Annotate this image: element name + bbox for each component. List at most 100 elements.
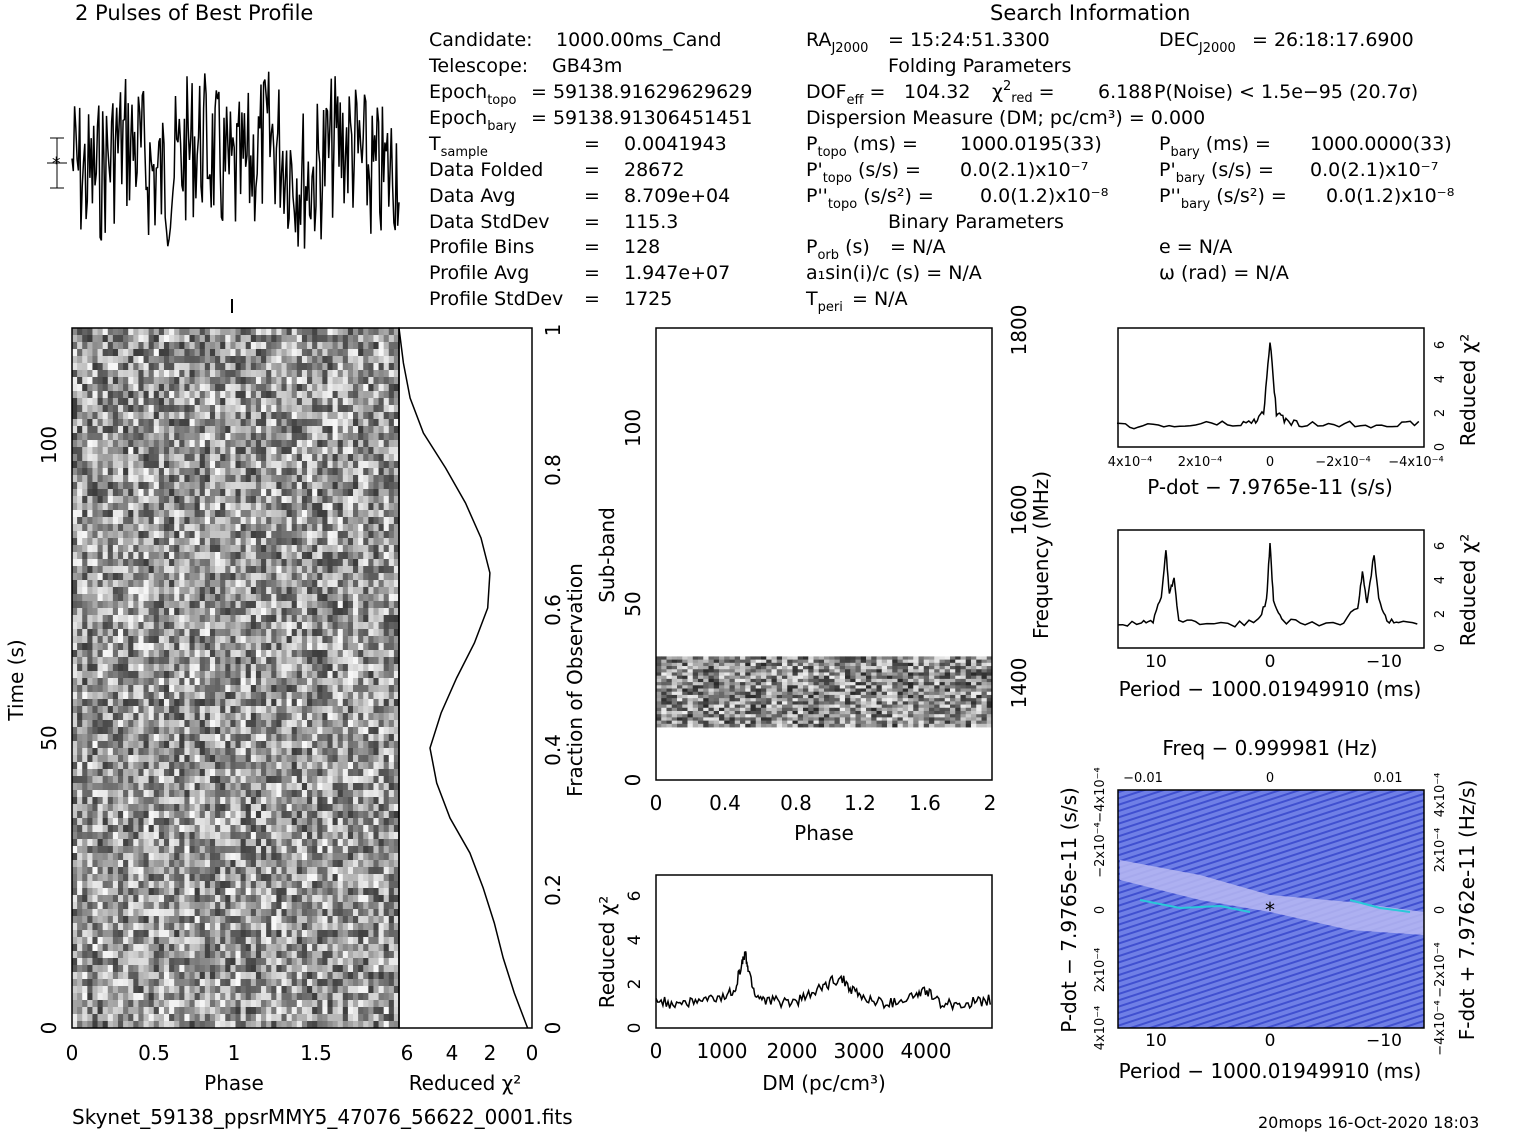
time-phase-cell xyxy=(179,671,185,679)
time-phase-cell xyxy=(250,405,257,413)
time-phase-cell xyxy=(358,846,364,854)
time-phase-cell xyxy=(327,650,333,658)
time-phase-cell xyxy=(327,685,333,693)
time-phase-cell xyxy=(102,615,109,623)
time-phase-cell xyxy=(347,629,354,637)
time-phase-cell xyxy=(87,685,93,693)
time-phase-cell xyxy=(215,636,221,644)
time-phase-cell xyxy=(332,566,339,574)
time-phase-cell xyxy=(82,433,88,441)
time-phase-cell xyxy=(235,664,242,672)
time-phase-cell xyxy=(368,405,374,413)
time-phase-cell xyxy=(301,454,308,462)
time-phase-cell xyxy=(169,685,175,693)
time-phase-cell xyxy=(332,517,339,525)
time-phase-cell xyxy=(72,650,78,658)
time-phase-cell xyxy=(245,384,252,392)
time-phase-cell xyxy=(117,370,124,378)
time-phase-cell xyxy=(378,853,385,861)
time-phase-cell xyxy=(317,531,323,539)
time-phase-cell xyxy=(77,356,83,364)
time-phase-cell xyxy=(245,433,252,441)
time-phase-cell xyxy=(230,734,236,742)
time-phase-cell xyxy=(383,608,390,616)
time-phase-cell xyxy=(169,804,175,812)
time-phase-cell xyxy=(189,559,196,567)
time-phase-cell xyxy=(174,461,180,469)
time-phase-cell xyxy=(250,622,257,630)
time-phase-cell xyxy=(312,475,318,483)
time-phase-cell xyxy=(322,769,328,777)
time-phase-cell xyxy=(353,475,359,483)
time-phase-cell xyxy=(255,657,262,665)
time-phase-cell xyxy=(209,524,216,532)
time-phase-cell xyxy=(82,545,88,553)
time-phase-cell xyxy=(245,804,252,812)
time-phase-cell xyxy=(72,370,78,378)
time-phase-cell xyxy=(393,412,400,420)
time-phase-cell xyxy=(102,461,109,469)
time-phase-cell xyxy=(169,608,175,616)
time-phase-cell xyxy=(204,384,211,392)
time-phase-cell xyxy=(153,524,160,532)
time-phase-cell xyxy=(123,398,129,406)
time-phase-cell xyxy=(133,349,139,357)
time-phase-cell xyxy=(189,580,196,588)
time-phase-cell xyxy=(296,839,303,847)
time-phase-cell xyxy=(342,825,349,833)
time-phase-cell xyxy=(97,636,104,644)
time-phase-cell xyxy=(204,363,211,371)
time-phase-cell xyxy=(393,482,400,490)
time-phase-cell xyxy=(199,650,206,658)
time-phase-cell xyxy=(77,867,83,875)
time-phase-cell xyxy=(291,454,298,462)
time-phase-cell xyxy=(353,587,359,595)
time-phase-cell xyxy=(163,356,170,364)
time-phase-cell xyxy=(174,496,180,504)
time-phase-cell xyxy=(388,496,395,504)
time-phase-cell xyxy=(266,475,272,483)
time-phase-cell xyxy=(368,468,374,476)
time-phase-cell xyxy=(368,349,374,357)
time-phase-cell xyxy=(189,594,196,602)
time-phase-cell xyxy=(107,531,114,539)
time-phase-cell xyxy=(163,832,170,840)
time-phase-cell xyxy=(307,552,313,560)
time-phase-cell xyxy=(143,734,150,742)
time-phase-cell xyxy=(72,867,78,875)
time-phase-cell xyxy=(179,412,185,420)
time-phase-cell xyxy=(271,377,277,385)
time-phase-cell xyxy=(393,692,400,700)
time-phase-cell xyxy=(393,510,400,518)
time-phase-cell xyxy=(347,454,354,462)
time-phase-cell xyxy=(368,615,374,623)
time-phase-cell xyxy=(225,636,231,644)
time-phase-cell xyxy=(307,706,313,714)
time-phase-cell xyxy=(235,748,242,756)
time-phase-cell xyxy=(82,524,88,532)
telescope-value: GB43m xyxy=(552,55,622,77)
time-phase-cell xyxy=(87,762,93,770)
time-phase-cell xyxy=(209,853,216,861)
time-phase-cell xyxy=(225,650,231,658)
time-phase-cell xyxy=(240,608,247,616)
time-phase-cell xyxy=(332,454,339,462)
time-phase-cell xyxy=(291,468,298,476)
time-phase-cell xyxy=(245,657,252,665)
time-phase-cell xyxy=(291,594,298,602)
time-phase-cell xyxy=(312,356,318,364)
time-phase-cell xyxy=(179,447,185,455)
time-phase-cell xyxy=(133,384,139,392)
time-phase-cell xyxy=(148,622,155,630)
time-phase-cell xyxy=(92,867,98,875)
time-phase-cell xyxy=(199,629,206,637)
time-phase-cell xyxy=(255,538,262,546)
time-phase-cell xyxy=(153,678,160,686)
time-phase-cell xyxy=(72,356,78,364)
time-phase-cell xyxy=(322,797,328,805)
time-phase-cell xyxy=(92,433,98,441)
time-phase-cell xyxy=(143,601,150,609)
time-phase-cell xyxy=(342,328,349,336)
time-phase-cell xyxy=(312,538,318,546)
time-phase-cell xyxy=(72,580,78,588)
